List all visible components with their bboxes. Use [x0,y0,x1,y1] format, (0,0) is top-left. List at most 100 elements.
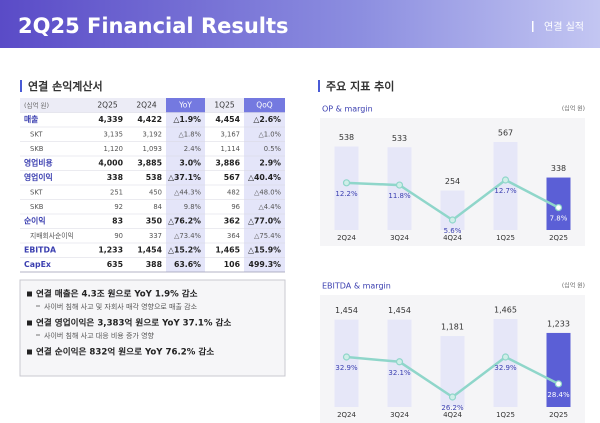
cell: △1.8% [179,130,202,138]
bar-value-label: 533 [392,134,407,143]
bar-value-label: 567 [498,129,513,138]
margin-label: 12.2% [335,190,358,198]
cell: 3.0% [179,158,201,167]
cell: 4,000 [98,158,123,167]
sub-row-label: 지배회사순이익 [30,231,74,240]
bar [546,332,571,407]
x-tick-label: 4Q24 [443,234,462,242]
cell: △75.4% [254,232,281,240]
cell: 2.4% [184,145,202,153]
chart-title: EBITDA & margin [322,282,391,291]
bar [440,190,465,230]
table-unit: (십억 원) [24,100,49,109]
cell: 364 [227,232,240,240]
cell: 3,167 [221,130,240,138]
margin-label: 5.6% [444,227,462,235]
cell: △44.3% [174,188,201,196]
summary-text: 연결 순이익은 832억 원으로 YoY 76.2% 감소 [36,346,214,358]
cell: △73.4% [174,232,201,240]
cell: △37.1% [168,173,201,182]
cell: 450 [149,188,162,196]
highlight-column [166,112,205,272]
cell: 90 [114,232,123,240]
column-header: YoY [178,100,192,109]
sub-row-label: SKB [30,145,44,153]
cell: △76.2% [168,216,201,225]
cell: 1,465 [215,245,240,254]
sub-row-label: SKB [30,203,44,211]
margin-marker [448,393,457,401]
column-header: 2Q25 [97,100,117,109]
title-marker [318,80,320,92]
cell: 350 [146,216,163,225]
margin-label: 7.8% [550,215,568,223]
margin-marker [395,358,404,366]
cell: 538 [146,173,162,182]
cell: 63.6% [174,260,201,269]
cell: 3,192 [143,130,162,138]
cell: 3,885 [137,158,162,167]
cell: 1,120 [104,145,123,153]
cell: 338 [107,173,123,182]
margin-marker [554,380,563,388]
chart-unit: (십억 원) [562,105,585,113]
x-tick-label: 3Q24 [390,411,409,419]
row-label: 매출 [24,114,38,124]
margin-marker [501,353,510,361]
bullet [27,349,32,355]
x-tick-label: 1Q25 [496,234,515,242]
cell: △2.6% [253,115,281,124]
bar-value-label: 1,454 [335,306,358,315]
summary-note: 사이버 침해 사고 및 자회사 매각 영향으로 매출 감소 [44,302,198,311]
cell: 337 [149,232,162,240]
cell: 4,422 [137,115,162,124]
bar-value-label: 1,465 [494,306,517,315]
cell: △4.4% [259,203,282,211]
bullet [27,291,32,297]
chart-unit: (십억 원) [562,282,585,290]
cell: 251 [110,188,123,196]
summary-text: 연결 영업이익은 3,383억 원으로 YoY 37.1% 감소 [36,317,231,329]
cell: 362 [224,216,240,225]
margin-marker [554,204,563,212]
cell: △1.0% [259,130,282,138]
margin-label: 12.7% [494,187,517,195]
section-label: 연결 실적 [544,21,584,33]
cell: △48.0% [254,188,281,196]
bar-value-label: 538 [339,133,354,142]
bullet [27,320,32,326]
cell: 482 [227,188,240,196]
cell: 83 [112,216,123,225]
x-tick-label: 2Q25 [549,411,568,419]
summary-text: 연결 매출은 4.3조 원으로 YoY 1.9% 감소 [36,288,198,300]
cell: 9.8% [184,203,202,211]
cell: 1,114 [221,145,240,153]
cell: 388 [146,260,162,269]
cell: 499.3% [249,260,282,269]
summary-box [19,279,286,377]
cell: 635 [107,260,123,269]
margin-marker [448,216,457,224]
cell: 3,135 [104,130,123,138]
cell: 2.9% [259,158,281,167]
sub-row-label: SKT [30,130,43,138]
cell: 3,886 [215,158,240,167]
slide-title: 2Q25 Financial Results [18,14,289,38]
bar-value-label: 338 [551,164,566,173]
row-label: 영업비용 [24,157,53,167]
margin-marker [395,181,404,189]
bar-value-label: 1,454 [388,306,411,315]
cell: 106 [224,260,240,269]
row-label: EBITDA [24,245,56,254]
cell: 0.5% [264,145,282,153]
highlight-column [244,112,285,272]
margin-label: 26.2% [441,404,464,412]
margin-marker [501,176,510,184]
bar [334,146,359,230]
chart-title: OP & margin [322,105,373,114]
cell: 92 [114,203,123,211]
x-tick-label: 2Q25 [549,234,568,242]
table-header-bg [20,98,285,113]
cell: 4,454 [215,115,240,124]
cell: △15.2% [168,245,201,254]
